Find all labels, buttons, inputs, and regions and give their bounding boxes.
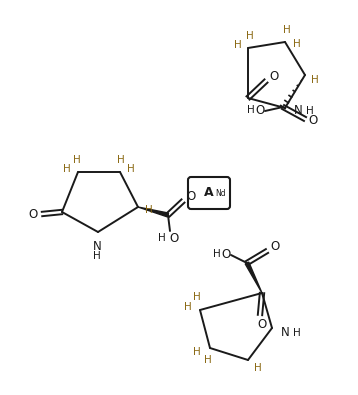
Text: H: H: [117, 155, 125, 165]
Text: O: O: [257, 318, 267, 331]
Text: H: H: [63, 164, 71, 174]
Text: O: O: [269, 70, 279, 83]
Text: Nd: Nd: [215, 189, 226, 198]
Text: H: H: [293, 39, 301, 49]
Text: H: H: [246, 31, 254, 41]
Text: H: H: [254, 363, 262, 373]
Text: H: H: [283, 25, 291, 35]
Text: O: O: [187, 190, 195, 203]
Text: H: H: [247, 105, 255, 115]
Text: O: O: [308, 115, 318, 128]
Polygon shape: [138, 207, 169, 217]
Text: H: H: [145, 205, 153, 215]
Text: O: O: [169, 231, 179, 245]
Text: H: H: [204, 355, 212, 365]
Text: H: H: [73, 155, 81, 165]
Text: H: H: [158, 233, 166, 243]
Text: O: O: [28, 207, 38, 220]
Text: H: H: [293, 328, 301, 338]
Text: A: A: [204, 186, 214, 199]
Text: N: N: [281, 327, 289, 339]
Text: O: O: [270, 241, 280, 254]
Text: H: H: [184, 302, 192, 312]
FancyBboxPatch shape: [188, 177, 230, 209]
Text: H: H: [127, 164, 135, 174]
Polygon shape: [245, 262, 262, 293]
Text: H: H: [93, 251, 101, 261]
Text: H: H: [234, 40, 242, 50]
Text: H: H: [193, 292, 201, 302]
Text: O: O: [255, 103, 265, 117]
Text: H: H: [213, 249, 221, 259]
Text: N: N: [93, 239, 101, 252]
Text: H: H: [311, 75, 319, 85]
Text: H: H: [306, 106, 314, 116]
Text: O: O: [221, 248, 231, 260]
Text: N: N: [294, 105, 303, 117]
Text: H: H: [193, 347, 201, 357]
